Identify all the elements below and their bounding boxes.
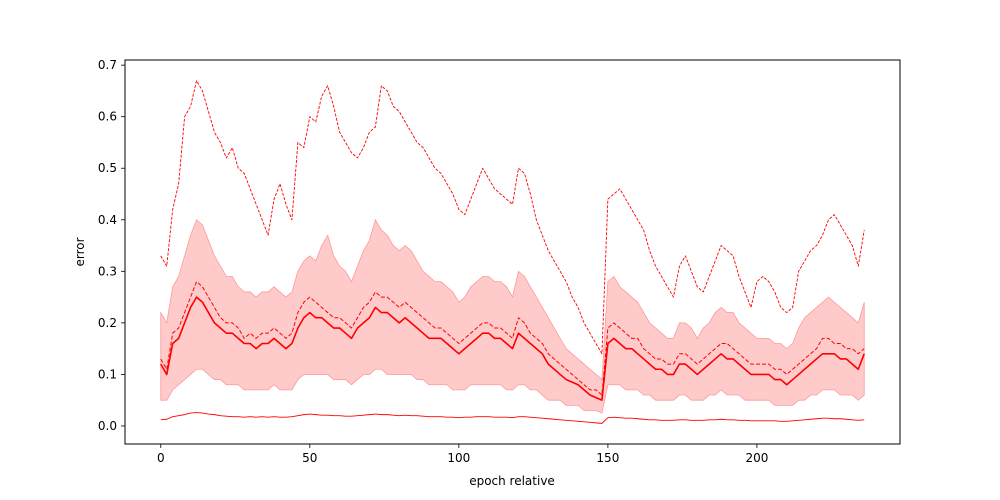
x-tick-label: 50 — [302, 451, 317, 465]
axes-frame — [124, 59, 901, 445]
y-tick-label: 0.6 — [98, 110, 117, 124]
x-tick-label: 150 — [596, 451, 619, 465]
x-tick-label: 100 — [447, 451, 470, 465]
y-tick-label: 0.0 — [98, 419, 117, 433]
y-tick-label: 0.5 — [98, 161, 117, 175]
y-axis: 0.0 0.1 0.2 0.3 0.4 0.5 0.6 0.7 — [98, 58, 125, 433]
y-tick-label: 0.3 — [98, 264, 117, 278]
series-line-max — [160, 80, 865, 355]
x-tick-label: 200 — [745, 451, 768, 465]
y-tick-label: 0.1 — [98, 367, 117, 381]
y-tick-label: 0.2 — [98, 316, 117, 330]
y-axis-label: error — [73, 237, 87, 266]
y-tick-label: 0.4 — [98, 213, 117, 227]
x-axis: 0 50 100 150 200 — [157, 444, 768, 465]
series-line-upper — [160, 281, 865, 396]
confidence-band — [160, 218, 865, 414]
x-tick-label: 0 — [157, 451, 165, 465]
plot-area — [160, 80, 865, 424]
x-axis-label: epoch relative — [469, 474, 555, 488]
series-line-min — [160, 412, 865, 424]
series-line-mean — [160, 296, 865, 401]
y-tick-label: 0.7 — [98, 58, 117, 72]
